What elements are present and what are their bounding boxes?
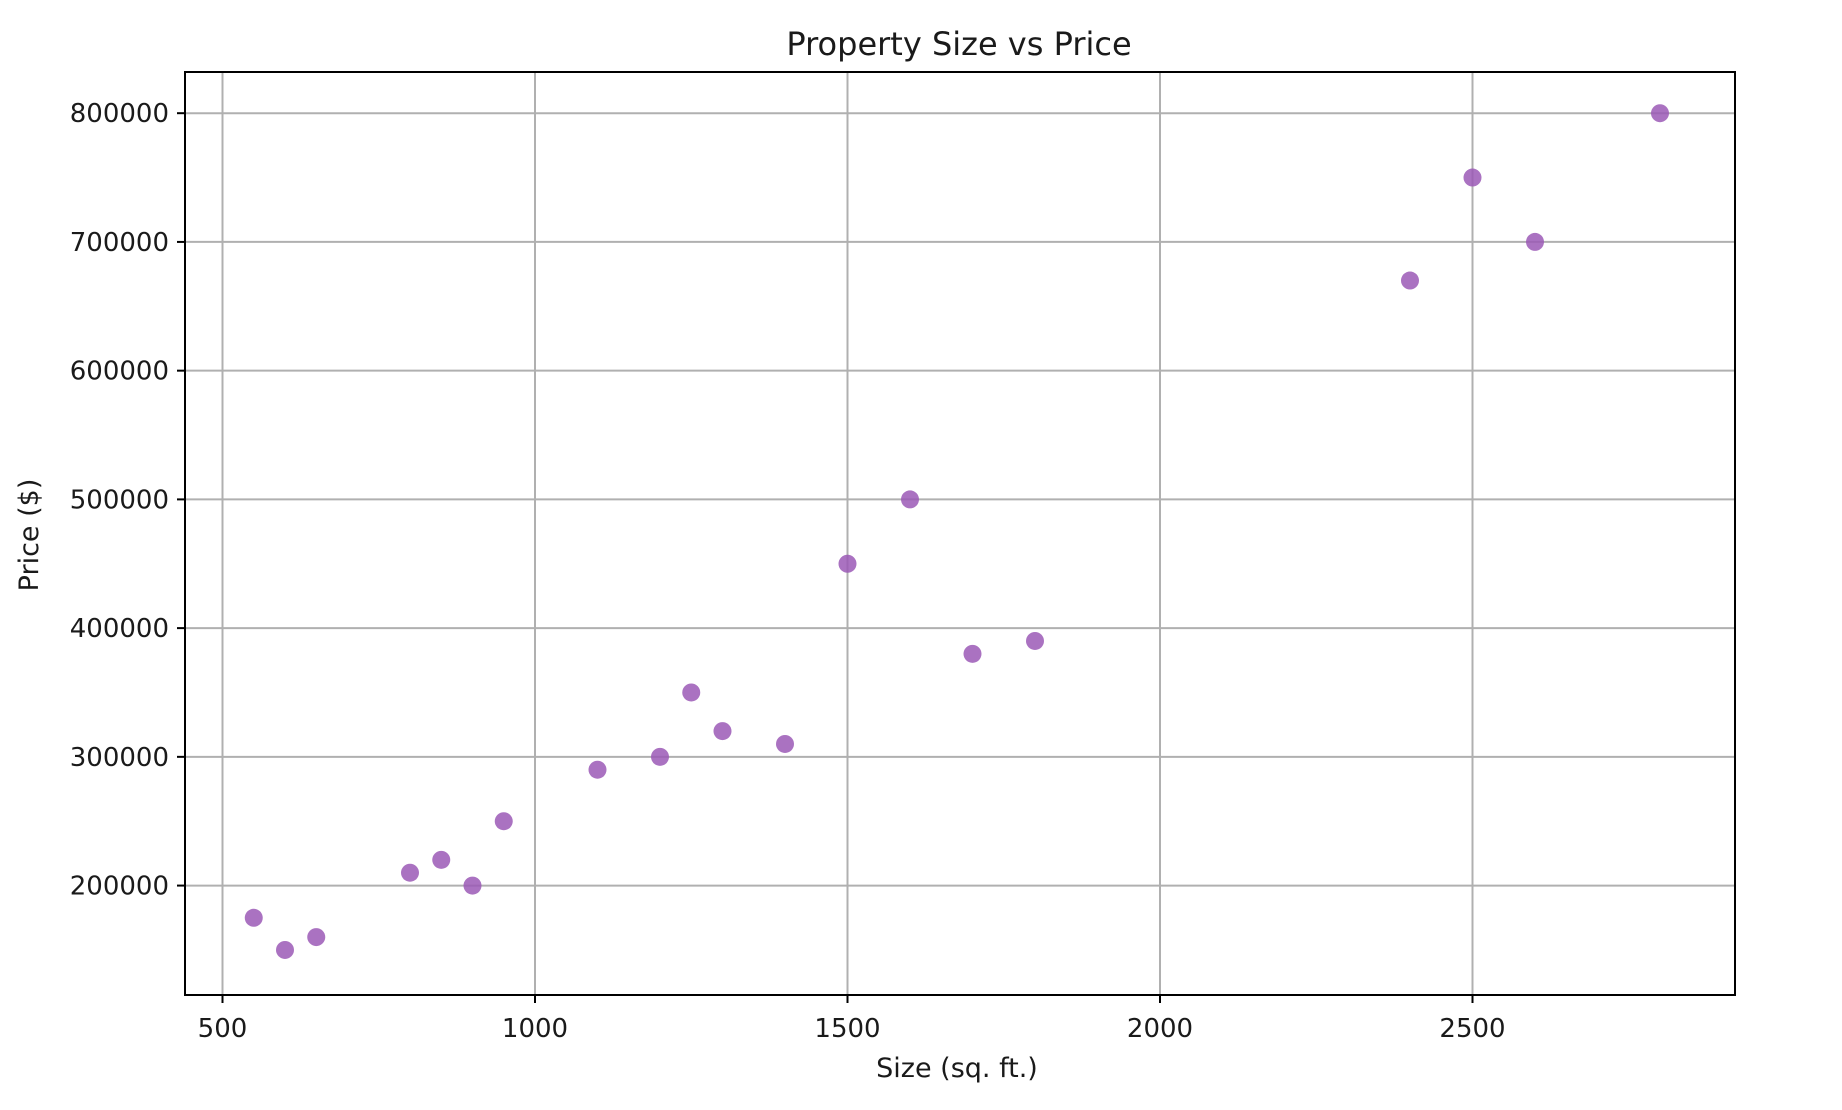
- y-tick-label: 200000: [70, 872, 169, 902]
- scatter-point: [1463, 168, 1482, 187]
- y-tick-label: 300000: [70, 743, 169, 773]
- scatter-point: [588, 760, 607, 779]
- scatter-point: [838, 554, 857, 573]
- scatter-point: [463, 876, 482, 895]
- x-tick-label: 2500: [1439, 1014, 1505, 1044]
- scatter-point: [651, 747, 669, 766]
- scatter-point: [244, 908, 263, 927]
- y-axis-label: Price ($): [14, 479, 45, 592]
- scatter-point: [1401, 271, 1419, 290]
- scatter-point: [963, 644, 982, 663]
- scatter-point: [901, 490, 919, 509]
- x-tick-label: 500: [198, 1014, 248, 1044]
- scatter-point: [432, 850, 451, 869]
- y-tick-label: 500000: [70, 485, 169, 515]
- x-axis-label: Size (sq. ft.): [876, 1053, 1038, 1084]
- scatter-point: [682, 683, 701, 702]
- chart-title: Property Size vs Price: [786, 25, 1131, 63]
- scatter-point: [307, 928, 326, 947]
- x-tick-label: 2000: [1127, 1014, 1193, 1044]
- x-tick-label: 1000: [502, 1014, 568, 1044]
- data-points: [244, 104, 1669, 959]
- scatter-point: [401, 863, 419, 882]
- scatter-point: [1026, 631, 1044, 650]
- scatter-point: [713, 722, 732, 741]
- scatter-point: [1526, 232, 1544, 251]
- y-tick-label: 800000: [70, 99, 169, 129]
- x-tick-label: 1500: [814, 1014, 880, 1044]
- scatter-point: [494, 812, 513, 831]
- grid-lines: [185, 72, 1735, 995]
- y-tick-label: 600000: [70, 357, 169, 387]
- scatter-point: [776, 734, 794, 753]
- scatter-point: [1651, 104, 1669, 123]
- y-tick-label: 400000: [70, 614, 169, 644]
- y-tick-label: 700000: [70, 228, 169, 258]
- scatter-point: [276, 940, 294, 959]
- axis-ticks: 500 1000 1500 2000 2500 200000 300000 400000 500…: [70, 99, 1506, 1044]
- plot-area-frame: [184, 71, 1736, 996]
